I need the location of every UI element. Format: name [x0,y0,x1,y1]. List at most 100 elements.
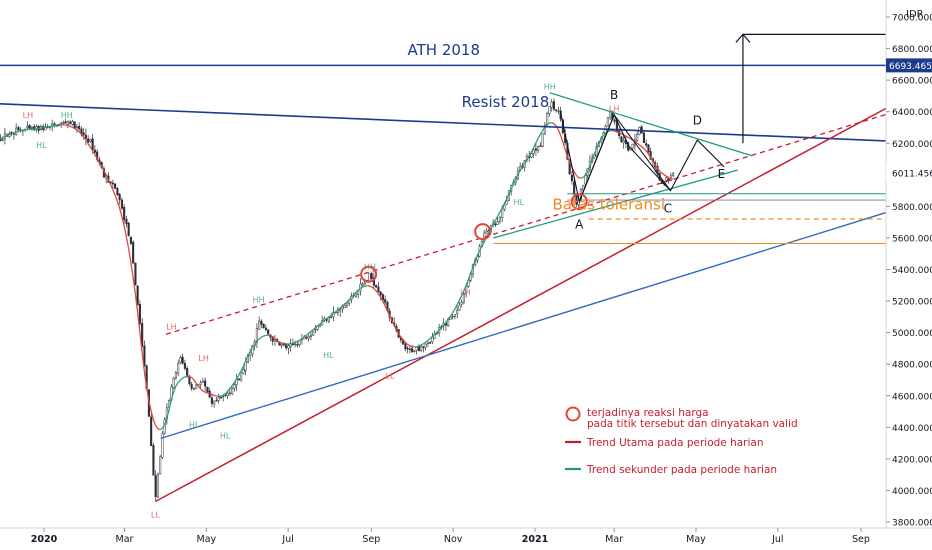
trend-curve-up-segment [321,319,325,323]
candle-up [339,309,342,312]
candle-down [642,132,645,144]
main-trend-line [154,107,887,503]
trend-curve-down-segment [116,201,121,209]
trend-curve-down-segment [204,391,208,394]
trend-curve-down-segment [272,336,276,340]
trend-curve-up-segment [177,379,181,383]
trend-curve-down-segment [101,166,105,171]
plot-area[interactable]: ABCDELLLHHHHLLHLLLHHLHLHHHLHHLLLHHLHHLHA… [0,33,887,519]
candle-down [408,348,411,351]
candle-up [280,343,283,346]
trend-curve-down-segment [191,377,195,381]
trend-curve-up-segment [429,336,433,340]
candle-up [294,343,297,346]
trend-curve-up-segment [312,327,316,331]
candle-down [406,347,409,350]
trend-curve-down-segment [189,375,192,379]
candle-down [429,342,432,344]
trend-curve-up-segment [526,155,530,161]
trend-curve-down-segment [130,262,134,278]
trend-curve-up-segment [521,162,526,167]
trend-curve-up-segment [589,160,593,167]
candle-up [413,350,416,352]
trend-curve-up-segment [580,176,584,179]
candle-down [267,329,270,335]
candle-up [636,133,639,142]
trend-curve-down-segment [382,300,386,307]
candle-up [75,126,78,128]
legend-item-label: Trend sekunder pada periode harian [586,464,777,476]
trend-curve-down-segment [207,392,210,395]
trend-curve-up-segment [474,255,479,262]
trend-curve-up-segment [258,336,262,340]
candle-up [357,291,360,296]
price-axis[interactable]: 7000.0000 6800.0000 6600.0000 6400.0000 6200… [885,0,932,529]
trend-curve-up-segment [440,324,445,329]
trend-curve-down-segment [85,139,89,144]
candle-up [156,473,159,498]
trend-curve-up-segment [461,290,465,296]
time-axis[interactable]: 2020 Mar May Jul Sep Nov 2021 Mar May Jul Sep [0,527,932,545]
trend-curve-up-segment [161,424,166,429]
trend-curve-down-segment [72,126,75,130]
trend-curve-up-segment [443,322,447,326]
trend-curve-up-segment [517,170,521,176]
trend-curve-down-segment [659,170,663,174]
trend-curve-down-segment [98,162,103,167]
trend-curve-up-segment [416,345,420,348]
candle-up [314,329,317,331]
trend-curve-down-segment [407,343,411,347]
trend-curve-down-segment [152,419,157,426]
candle-up [582,184,585,191]
trend-curve-up-segment [330,312,334,316]
trend-curve-down-segment [197,385,202,390]
trend-curve-down-segment [114,195,119,202]
trend-curve-down-segment [74,127,78,131]
candle-up [609,110,612,118]
trend-curve-down-segment [105,174,110,181]
swing-label: LH [609,105,619,114]
candle-up [179,357,182,363]
trend-curve-up-segment [339,305,343,309]
candle-down [264,327,267,330]
pattern-point-label: D [693,113,702,127]
trend-curve-down-segment [94,154,98,159]
time-tick-label: 2020 [31,534,58,545]
candle-down [377,286,380,293]
trend-curve-up-segment [607,130,611,133]
swing-label: LL [151,510,160,519]
trend-curve-down-segment [668,177,672,180]
trend-curve-down-segment [279,341,282,344]
trend-curve-down-segment [80,133,85,138]
trend-curve-up-segment [449,312,454,317]
candle-down [262,323,265,329]
candle-up [451,315,454,318]
trend-curve-down-segment [211,393,215,396]
candle-up [26,125,29,129]
candle-up [546,113,549,126]
swing-label: HH [544,83,556,92]
abcde-path [578,113,725,202]
trend-curve-up-segment [427,338,431,341]
trend-curve-up-segment [18,130,21,132]
trend-curve-up-segment [346,299,350,303]
candle-up [192,388,195,390]
candle-up [258,320,261,330]
reaction-circle [360,265,378,283]
trend-curve-down-segment [647,153,652,158]
candle-up [426,342,429,344]
trend-curve-up-segment [418,344,422,347]
candle-down [138,303,141,324]
candle-down [645,143,648,146]
trend-curve-down-segment [270,335,274,338]
trend-curve-up-segment [166,409,170,418]
candle-up [361,283,364,286]
trend-curve-up-segment [310,329,314,333]
trend-curve-up-segment [227,388,231,392]
trend-curve-up-segment [333,311,337,315]
candle-down [181,356,184,364]
candle-up [460,301,463,305]
trend-curve-up-segment [436,329,440,333]
trend-curve-up-segment [542,126,546,131]
